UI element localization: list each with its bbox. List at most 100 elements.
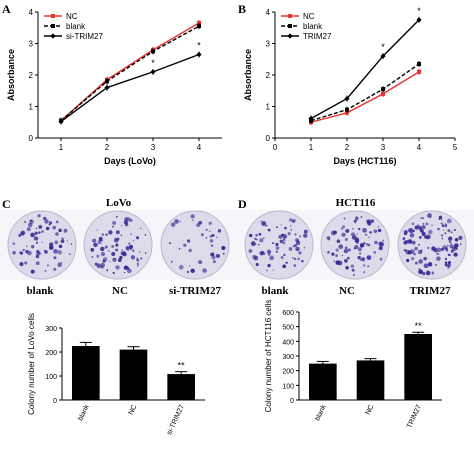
chart-a-legend-label: blank	[66, 22, 86, 31]
chart-b-y-tick-label: 1	[266, 103, 271, 112]
photo-c-colony	[48, 245, 54, 250]
photo-d-colony	[453, 228, 457, 232]
photo-c-colony	[113, 237, 119, 243]
photo-d-colony	[352, 273, 355, 276]
photo-d-colony	[427, 213, 432, 218]
photo-d-colony	[447, 260, 451, 264]
photo-d-colony	[414, 225, 419, 230]
photo-d-colony	[293, 257, 297, 261]
photo-c-colony	[55, 232, 59, 236]
photo-c-colony	[24, 261, 28, 265]
photo-d-colony	[331, 252, 335, 256]
photo-c-colony	[179, 220, 181, 223]
photo-c-colony	[115, 243, 119, 247]
photo-c-colony	[101, 233, 105, 236]
photo-d-colony	[403, 230, 408, 235]
chart-b-data-point	[308, 115, 314, 122]
photo-c-colony	[128, 242, 131, 245]
photo-c-colony	[102, 259, 106, 263]
photo-c-colony	[127, 268, 132, 274]
chart-d-significance-mark: **	[415, 321, 423, 331]
chart-a-significance-mark: *	[151, 58, 155, 68]
photo-c-colony	[20, 231, 25, 236]
chart-a-data-point	[151, 49, 155, 54]
photo-d-colony	[285, 261, 288, 264]
photo-d-colony	[327, 250, 330, 254]
chart-b-x-tick-label: 0	[273, 143, 278, 152]
photo-d-colony	[417, 249, 423, 255]
photo-c-colony	[106, 269, 109, 272]
photo-c-colony	[100, 265, 104, 269]
photo-d-colony	[431, 272, 434, 275]
photo-d-colony	[418, 236, 422, 239]
photo-d-colony	[447, 229, 451, 233]
chart-c-bar	[119, 349, 148, 400]
photo-d-colony	[283, 253, 286, 257]
photo-c-colony	[190, 214, 195, 219]
photo-d-colony	[290, 225, 292, 227]
photo-d-colony	[418, 259, 423, 264]
photo-c-colony	[57, 250, 62, 255]
photo-d-colony	[420, 229, 424, 233]
photo-c-colony	[18, 234, 22, 237]
photo-c-colony	[130, 255, 136, 260]
chart-b-y-axis-label: Absorbance	[243, 49, 253, 101]
panel-letter-d: D	[238, 197, 247, 211]
photo-d-colony	[260, 250, 264, 255]
chart-a-data-point	[150, 69, 156, 75]
photo-d-colony	[284, 226, 287, 230]
photo-d-colony	[359, 252, 362, 255]
photo-d-colony	[344, 237, 348, 242]
photo-d-colony	[354, 245, 359, 250]
photo-d-colony	[294, 233, 297, 236]
photo-d-colony	[275, 242, 279, 246]
photo-c-colony	[99, 236, 103, 240]
photo-c-colony	[70, 243, 73, 245]
photo-c-colony	[132, 239, 135, 242]
photo-d-colony	[275, 246, 280, 250]
photo-d-colony	[448, 240, 451, 243]
chart-d-y-tick-label: 400	[282, 339, 294, 346]
chart-b-data-point	[380, 53, 386, 59]
photo-d-colony	[280, 224, 282, 226]
photo-c-colony	[63, 228, 68, 233]
photo-title-hct116: HCT116	[335, 197, 376, 209]
photo-d-colony	[357, 255, 361, 260]
chart-b-x-axis-label: Days (HCT116)	[333, 156, 396, 166]
chart-d-category-label: NC	[365, 404, 376, 416]
photo-c-colony	[49, 221, 53, 225]
photo-d-colony	[441, 237, 444, 240]
photo-c-colony	[136, 257, 138, 259]
chart-a-significance-mark: *	[197, 41, 201, 51]
chart-a-y-axis-label: Absorbance	[6, 49, 16, 101]
chart-a-x-tick-label: 4	[197, 143, 202, 152]
photo-d-colony	[454, 238, 459, 242]
photo-d-colony	[328, 238, 331, 241]
photo-c-colony	[215, 236, 218, 239]
chart-b-data-point	[345, 110, 349, 115]
photo-d-colony	[444, 263, 448, 267]
photo-c-colony	[57, 262, 62, 267]
photo-c-colony	[53, 256, 57, 260]
photo-d-colony	[345, 265, 349, 270]
photo-title-lovo: LoVo	[105, 197, 132, 209]
photo-c-dish	[160, 210, 230, 280]
photo-c-colony	[68, 253, 71, 256]
photo-d-colony	[423, 263, 429, 269]
photo-c-colony	[120, 251, 125, 256]
photo-d-colony	[446, 218, 452, 224]
bar-chart-c: 0 100 200 300 Colony number of LoVo cells bla…	[27, 313, 205, 436]
chart-a-legend-label: si-TRIM27	[66, 32, 103, 41]
photo-c-colony	[37, 214, 41, 218]
photo-d-colony	[266, 249, 272, 254]
photo-d-colony	[425, 222, 429, 226]
photo-d-colony	[293, 244, 297, 248]
photo-d-colony	[414, 246, 419, 251]
photo-c-colony	[107, 250, 110, 252]
photo-d-colony	[295, 246, 300, 252]
photo-c-colony	[140, 227, 142, 230]
photo-d-colony	[359, 243, 365, 248]
photo-c-colony	[192, 219, 194, 221]
photo-c-colony	[105, 233, 108, 236]
panel-letter-c: C	[2, 197, 11, 211]
